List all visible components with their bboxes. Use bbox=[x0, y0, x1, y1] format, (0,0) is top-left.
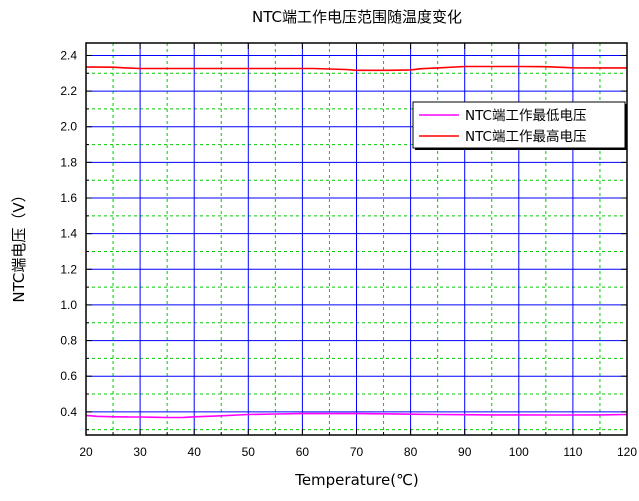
legend: NTC端工作最低电压 NTC端工作最高电压 bbox=[412, 101, 627, 150]
chart-title: NTC端工作电压范围随温度变化 bbox=[252, 8, 462, 26]
series-line-2 bbox=[86, 65, 627, 72]
x-tick-label: 90 bbox=[458, 445, 472, 459]
x-axis-label: Temperature(℃) bbox=[294, 471, 419, 489]
x-tick-label: 80 bbox=[404, 445, 418, 459]
y-tick-label: 0.6 bbox=[60, 369, 77, 383]
x-tick-label: 70 bbox=[350, 445, 364, 459]
x-tick-label: 60 bbox=[296, 445, 310, 459]
legend-label-2: NTC端工作最高电压 bbox=[465, 128, 586, 145]
y-tick-label: 1.6 bbox=[60, 191, 77, 205]
y-tick-label: 2.0 bbox=[60, 120, 77, 134]
series-layer bbox=[85, 65, 628, 419]
y-tick-label: 1.4 bbox=[60, 227, 77, 241]
y-axis-label: NTC端电压（V） bbox=[10, 187, 28, 302]
y-tick-label: 1.8 bbox=[60, 155, 77, 169]
y-tick-label: 1.2 bbox=[60, 262, 77, 276]
x-tick-label: 40 bbox=[188, 445, 202, 459]
x-tick-label: 120 bbox=[617, 445, 637, 459]
y-tick-label: 0.8 bbox=[60, 334, 77, 348]
y-tick-label: 2.4 bbox=[60, 48, 77, 62]
legend-box bbox=[412, 101, 626, 149]
x-tick-label: 30 bbox=[133, 445, 147, 459]
x-tick-label: 110 bbox=[563, 445, 582, 459]
y-tick-label: 1.0 bbox=[60, 298, 77, 312]
x-tick-label: 20 bbox=[79, 445, 93, 459]
y-tick-label: 0.4 bbox=[60, 405, 77, 419]
y-tick-label: 2.2 bbox=[60, 84, 77, 98]
x-tick-label: 100 bbox=[509, 445, 529, 459]
series-line-1 bbox=[85, 412, 628, 419]
legend-label-1: NTC端工作最低电压 bbox=[465, 108, 586, 124]
x-tick-label: 50 bbox=[242, 445, 256, 459]
